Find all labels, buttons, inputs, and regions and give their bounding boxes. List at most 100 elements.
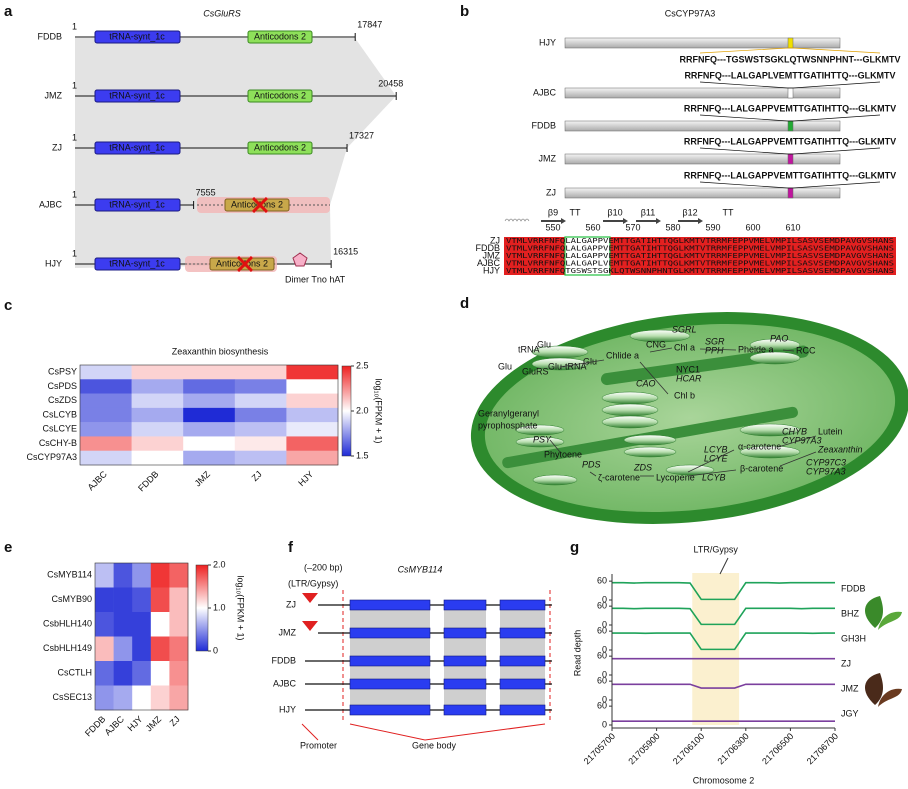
structure-label: β11 [641, 207, 656, 217]
row-label: CsLCYB [42, 409, 77, 419]
pathway-arrow [639, 361, 669, 395]
pathway-label: tRNA [518, 344, 540, 354]
heatmap-cell [234, 450, 287, 466]
row-label: CsZDS [48, 395, 77, 405]
exon [499, 655, 546, 667]
heatmap-cell [183, 450, 236, 466]
start-coordinate: 1 [72, 21, 77, 31]
pathway-label: Chl a [674, 342, 695, 352]
row-label: ZJ [546, 187, 556, 197]
colorbar-label: log₁₀(FPKM + 1) [374, 378, 384, 443]
heatmap-cell [131, 407, 184, 423]
column-label: FDDB [136, 469, 160, 493]
exon [443, 655, 487, 667]
gene-body-pointer [349, 723, 546, 741]
row-label: JMZ [539, 153, 557, 163]
y-tick-label: 60 [597, 701, 607, 711]
motif-bracket [699, 114, 881, 122]
exon [443, 627, 487, 639]
start-coordinate: 1 [72, 132, 77, 142]
pathway-label: Chlide a [606, 350, 639, 360]
insertion-label: (LTR/Gypsy) [288, 578, 338, 588]
colorbar [341, 365, 352, 457]
motif-bracket [699, 47, 881, 54]
y-tick-label: 0 [602, 644, 607, 654]
motif-bracket [699, 81, 881, 89]
heatmap-cell [131, 393, 184, 409]
heatmap-cell [131, 379, 184, 394]
exon [349, 678, 431, 690]
heatmap-cell [132, 563, 152, 588]
row-label: CsCTLH [57, 668, 92, 678]
row-label: FDDB [272, 655, 297, 665]
track-label: ZJ [841, 658, 851, 668]
heatmap-cell [286, 436, 339, 452]
domain-label: Anticodons 2 [231, 199, 283, 209]
heatmap-cell [131, 436, 184, 452]
start-coordinate: 1 [72, 248, 77, 258]
helix-glyph [504, 218, 530, 222]
strand-arrow [603, 218, 628, 224]
row-label: CsLCYE [42, 424, 77, 434]
exon [499, 678, 546, 690]
panel-letter: g [570, 539, 579, 556]
domain-box [209, 257, 275, 271]
residue-number: 610 [785, 222, 800, 232]
heatmap-cell [132, 685, 152, 711]
heatmap-cell [169, 685, 189, 711]
column-label: HJY [125, 714, 144, 733]
row-label: CsbHLH149 [43, 643, 92, 653]
row-label: JMZ [279, 627, 297, 637]
domain-box [247, 30, 313, 44]
row-label: CsPSY [48, 367, 77, 377]
domain-label: tRNA-synt_1c [109, 142, 165, 152]
track-label: JGY [841, 708, 859, 718]
exon-link [350, 666, 430, 679]
motif-sequence: RRFNFQ---LALGAPPVEMTTGATIHTTQ---GLKMTV [684, 103, 896, 113]
pathway-arrow [549, 439, 561, 453]
pathway-label: SGR [705, 336, 725, 346]
x-tick-label: 21706500 [760, 731, 795, 766]
pathway-arrow [687, 469, 737, 477]
strand-arrow [541, 218, 566, 224]
pathway-label: PPH [705, 345, 724, 355]
heatmap-cell [95, 563, 114, 588]
heatmap-cell [131, 422, 184, 437]
pathway-label: SGRL [672, 324, 697, 334]
aligned-sequence: VTMLVRRFNFQLALGAPPVEMTTGATIHTTQGLKMTVTRR… [506, 252, 894, 260]
pathway-label: LCYB [704, 444, 728, 454]
exon-link [500, 610, 545, 628]
domain-label: tRNA-synt_1c [109, 90, 165, 100]
row-label: FDDB [38, 31, 63, 41]
row-label: CsMYB114 [47, 570, 92, 580]
heatmap-cell [132, 612, 152, 637]
exon-link [350, 610, 430, 628]
row-label: CsCYP97A3 [26, 452, 77, 462]
colorbar-tick-label: 0 [213, 645, 218, 655]
residue-number: 600 [745, 222, 760, 232]
row-label: CsPDS [47, 381, 77, 391]
variant-marker [787, 153, 794, 165]
heatmap-cell [95, 587, 114, 613]
aligned-sequence: VTMLVRRFNFQTGSWSTSGKLQTWSNNPHNTGLKMTVTRR… [506, 267, 894, 275]
residue-number: 580 [665, 222, 680, 232]
pathway-label: α-carotene [738, 441, 781, 451]
panel-title: CsCYP97A3 [665, 8, 716, 18]
heatmap-cell [183, 393, 236, 409]
row-label: ZJ [286, 599, 296, 609]
y-tick-label: 60 [597, 676, 607, 686]
sequence-name: JMZ [483, 250, 501, 260]
panel-letter: a [4, 3, 13, 20]
row-label: HJY [539, 37, 556, 47]
heatmap-cell [131, 365, 184, 380]
domain-label: Dimer Tno hAT [285, 274, 346, 284]
column-label: JMZ [193, 469, 213, 489]
end-coordinate: 20458 [378, 78, 403, 88]
heatmap-cell [234, 379, 287, 394]
exon [499, 704, 546, 716]
domain-box [247, 89, 313, 103]
y-tick-label: 60 [597, 576, 607, 586]
residue-number: 550 [545, 222, 560, 232]
heatmap-cell [95, 685, 114, 711]
protein-bar [564, 187, 841, 199]
